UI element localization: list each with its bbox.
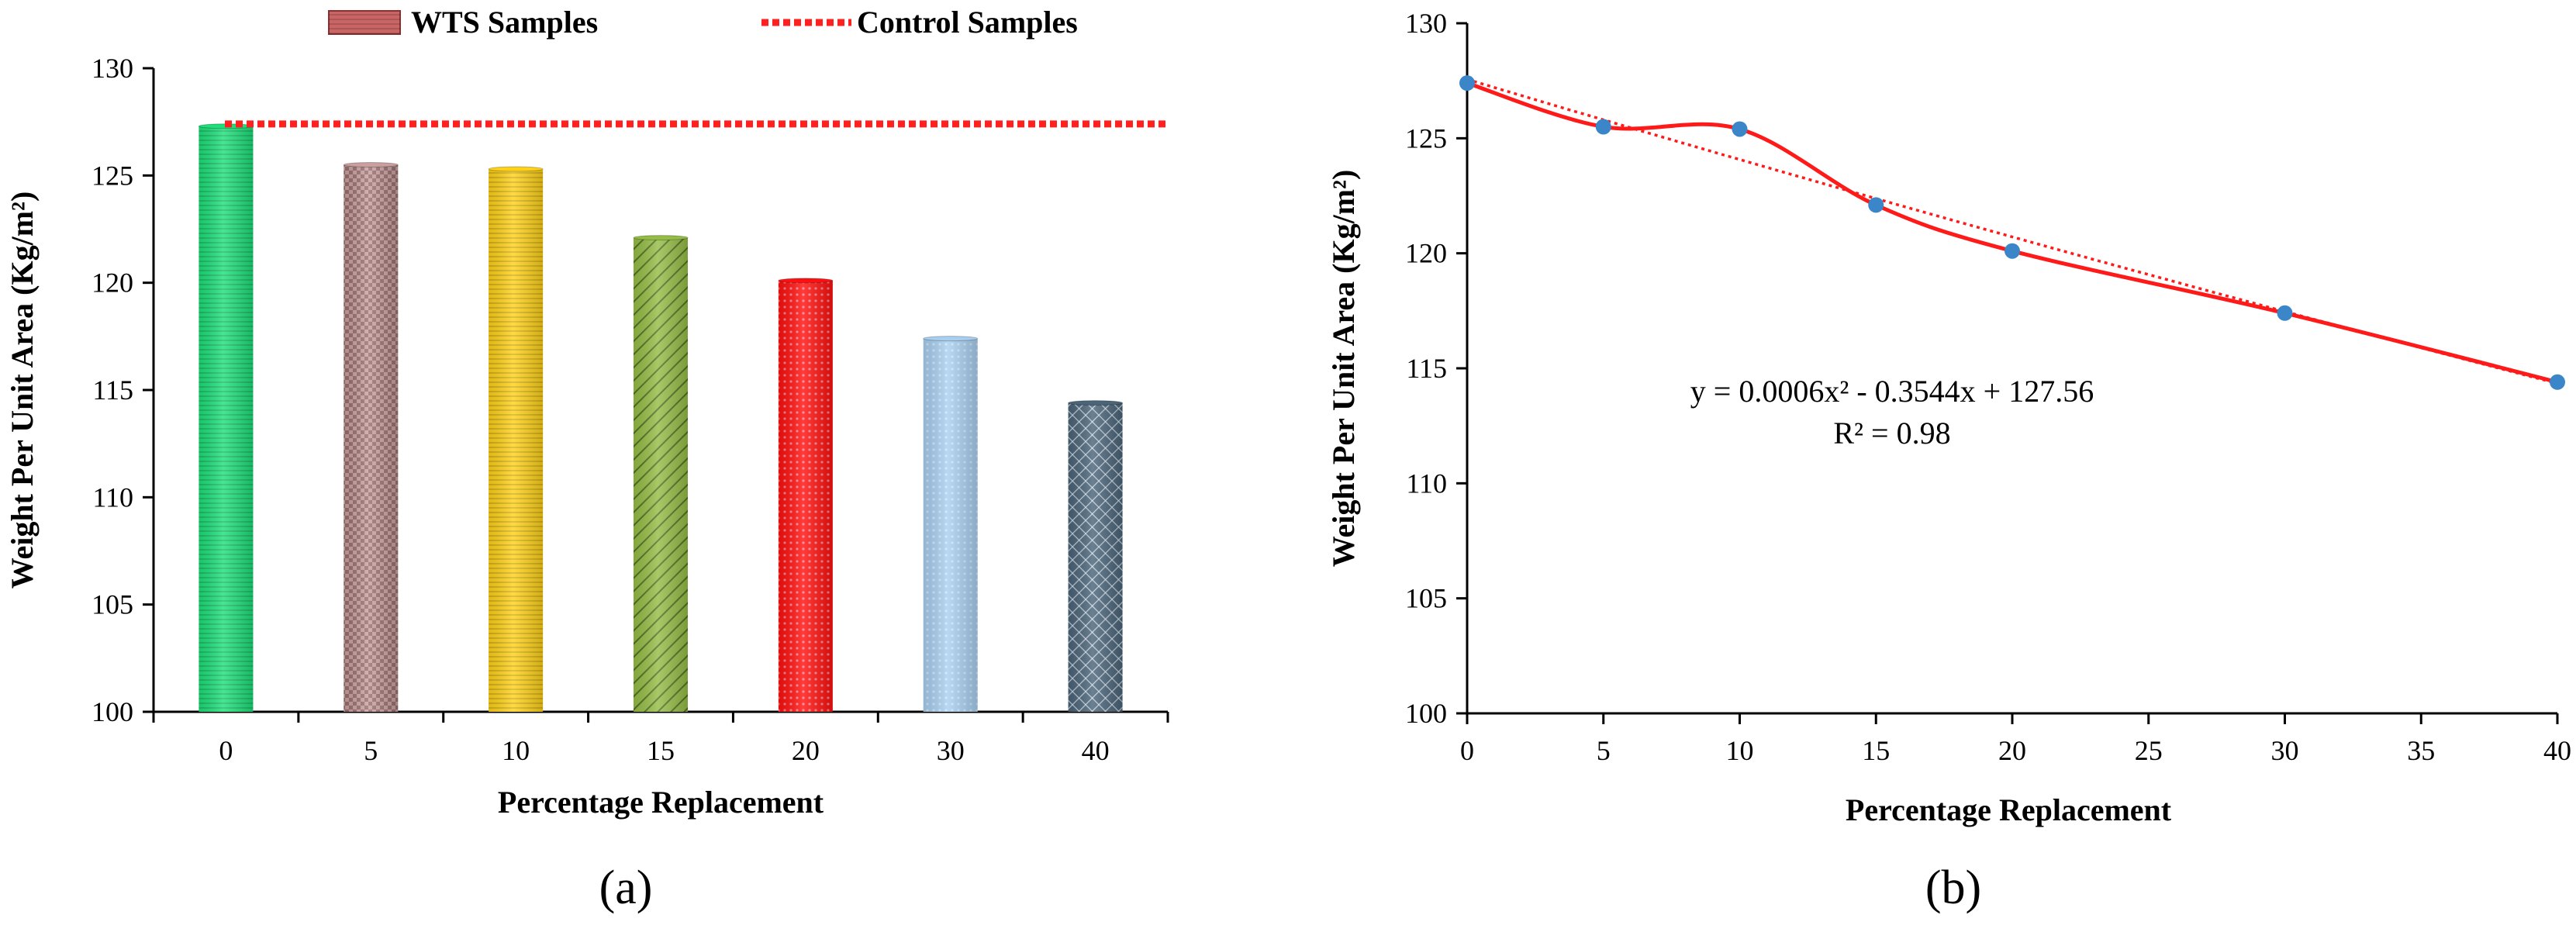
- y-tick-label-a: 130: [92, 53, 133, 84]
- y-tick-label-a: 100: [92, 696, 133, 727]
- y-tick-label-b: 105: [1405, 583, 1447, 614]
- x-axis-title-a: Percentage Replacement: [498, 785, 824, 820]
- equation-label: y = 0.0006x² - 0.3544x + 127.56: [1690, 374, 2094, 409]
- x-tick-label-b: 35: [2407, 735, 2435, 766]
- bar-top: [1068, 400, 1124, 406]
- y-tick-label-a: 125: [92, 160, 133, 191]
- bar-20: [778, 278, 834, 712]
- bar-shade: [1068, 402, 1123, 712]
- x-axis-title-b: Percentage Replacement: [1846, 792, 2172, 827]
- data-point-15: [1868, 197, 1884, 213]
- panel-b-line-chart: 100 105 110 115 120 125 130 0 5 10 15 20 25 30 35 40 y…: [1326, 8, 2571, 914]
- bar-30: [923, 336, 979, 712]
- legend-wts-swatch-pattern: [329, 11, 400, 34]
- legend-a: WTS Samples Control Samples: [328, 5, 1078, 40]
- trendline: [1466, 78, 2558, 385]
- y-tick-label-a: 115: [92, 375, 133, 406]
- bar-top: [633, 235, 689, 241]
- y-tick-label-b: 110: [1406, 468, 1447, 499]
- y-tick-label-b: 115: [1406, 353, 1447, 384]
- x-tick-label-a: 15: [647, 735, 675, 766]
- bar-shade: [778, 280, 833, 712]
- y-tick-label-a: 120: [92, 268, 133, 299]
- x-tick-label-b: 15: [1862, 735, 1890, 766]
- bar-top: [923, 336, 979, 342]
- x-tick-label-a: 10: [502, 735, 530, 766]
- bar-40: [1068, 400, 1124, 712]
- x-tick-label-a: 30: [937, 735, 965, 766]
- y-tick-label-b: 100: [1405, 698, 1447, 729]
- bar-top: [488, 166, 544, 172]
- bar-0: [198, 123, 254, 712]
- x-tick-label-b: 20: [1998, 735, 2026, 766]
- x-tick-label-b: 5: [1597, 735, 1611, 766]
- data-point-10: [1732, 121, 1748, 137]
- x-tick-label-b: 25: [2135, 735, 2163, 766]
- legend-control-label: Control Samples: [857, 5, 1078, 40]
- x-tick-label-a: 40: [1082, 735, 1110, 766]
- bar-shade: [489, 169, 544, 713]
- y-tick-label-a: 110: [92, 482, 133, 513]
- legend-wts-label: WTS Samples: [411, 5, 598, 40]
- y-axis-title-b: Weight Per Unit Area (Kg/m²): [1326, 170, 1361, 568]
- data-point-0: [1459, 75, 1475, 91]
- x-tick-label-b: 30: [2271, 735, 2299, 766]
- x-tick-label-a: 0: [219, 735, 233, 766]
- bar-shade: [634, 237, 688, 713]
- x-tick-label-b: 0: [1460, 735, 1474, 766]
- data-point-30: [2277, 305, 2293, 321]
- data-point-20: [2005, 243, 2020, 259]
- y-axis-title-a: Weight Per Unit Area (Kg/m²): [5, 192, 40, 589]
- bar-15: [633, 235, 689, 713]
- x-tick-label-a: 5: [364, 735, 378, 766]
- y-tick-label-b: 130: [1405, 8, 1447, 39]
- panel-a-bar-chart: WTS Samples Control Samples 100105110115…: [5, 5, 1169, 914]
- x-tick-label-b: 10: [1726, 735, 1754, 766]
- y-tick-label-a: 105: [92, 589, 133, 620]
- x-tick-label-a: 20: [792, 735, 820, 766]
- data-point-40: [2550, 374, 2565, 390]
- bar-top: [343, 162, 399, 167]
- bar-top: [778, 278, 834, 284]
- y-tick-label-b: 120: [1405, 238, 1447, 269]
- y-tick-label-b: 125: [1405, 123, 1447, 154]
- series-line: [1466, 81, 2558, 385]
- bar-10: [488, 166, 544, 713]
- data-point-5: [1595, 119, 1611, 135]
- bar-shade: [344, 164, 399, 712]
- panel-label-b: (b): [1925, 861, 1981, 914]
- bar-shade: [923, 338, 978, 712]
- panel-label-a: (a): [599, 861, 653, 914]
- x-tick-label-b: 40: [2543, 735, 2571, 766]
- bar-shade: [199, 126, 254, 712]
- bar-5: [343, 162, 399, 712]
- r-squared-label: R² = 0.98: [1833, 416, 1950, 450]
